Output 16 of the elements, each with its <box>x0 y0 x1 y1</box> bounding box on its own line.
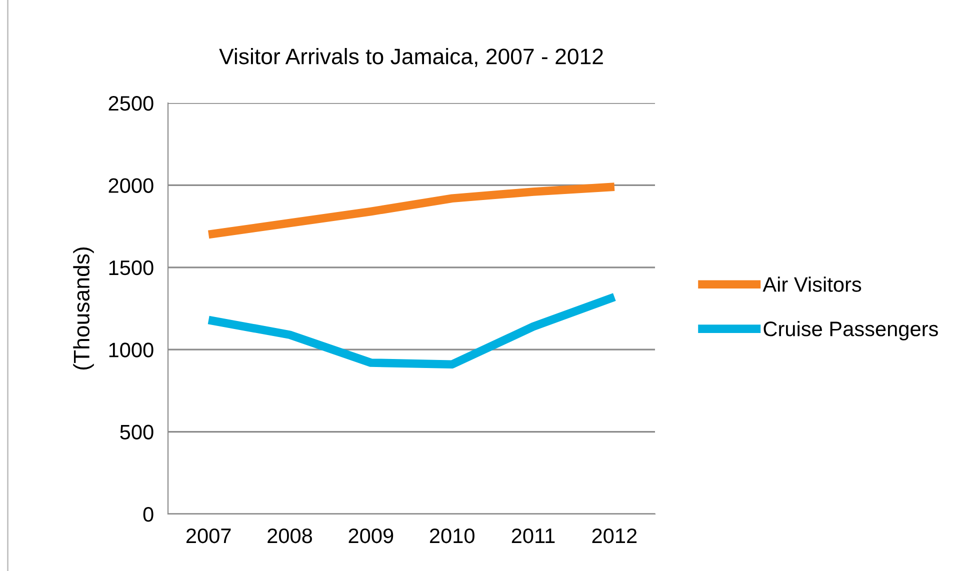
legend-label: Cruise Passengers <box>764 321 938 340</box>
y-tick-label: 2500 <box>108 96 154 111</box>
x-tick-label: 2011 <box>512 528 555 544</box>
x-tick-label: 2009 <box>348 528 394 544</box>
y-tick-label: 1500 <box>109 260 154 276</box>
x-tick-label: 2008 <box>268 528 312 544</box>
legend-label: Air Visitors <box>762 276 862 292</box>
x-tick-label: 2012 <box>592 528 637 544</box>
y-axis-title: (Thousands) <box>73 248 94 370</box>
y-tick-label: 0 <box>143 507 154 522</box>
x-tick-label: 2010 <box>430 528 474 544</box>
x-tick-label: 2007 <box>186 528 231 544</box>
y-tick-label: 2000 <box>108 178 154 193</box>
chart-title: Visitor Arrivals to Jamaica, 2007 - 2012 <box>219 48 603 67</box>
y-tick-label: 1000 <box>109 342 154 358</box>
y-tick-label: 500 <box>120 424 154 440</box>
